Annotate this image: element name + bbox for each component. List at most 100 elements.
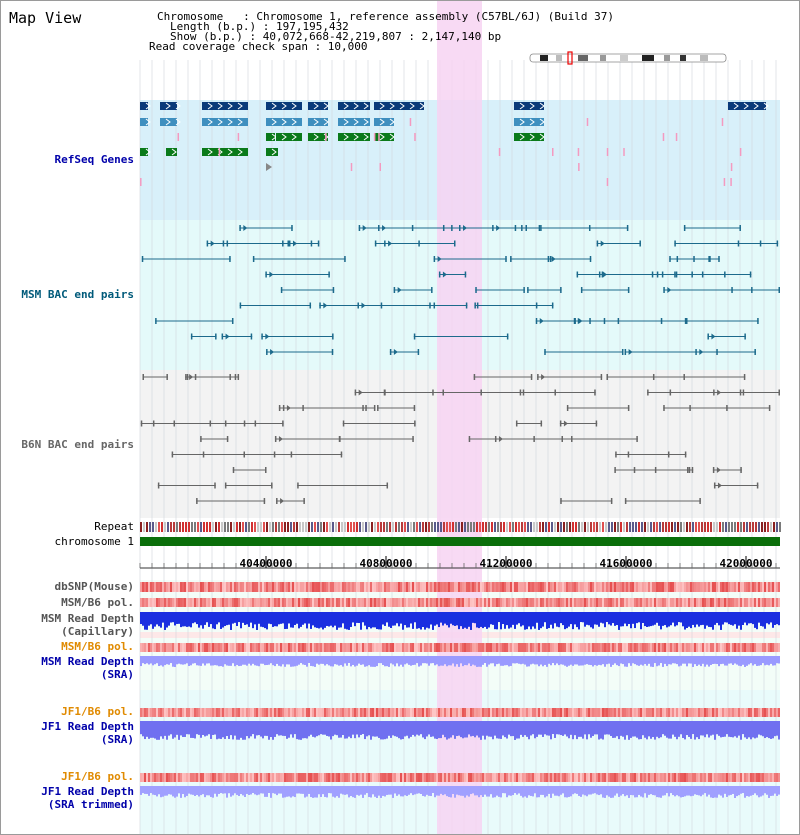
track-label-msm-depth-sra[interactable]: MSM Read Depth bbox=[41, 655, 134, 668]
jf1-depth-trimmed-bar bbox=[304, 786, 306, 798]
gene-tick bbox=[552, 148, 554, 156]
msm-depth-sra-bar bbox=[558, 656, 560, 666]
msm-depth-sra-bar bbox=[574, 656, 576, 665]
msm-depth-sra-bar bbox=[340, 656, 342, 666]
jf1-depth-sra-bar bbox=[400, 721, 402, 740]
jf1-depth-trimmed-bar bbox=[590, 786, 592, 795]
jf1-depth-sra-bar bbox=[778, 721, 780, 740]
msm-b6-pol-cell bbox=[544, 598, 546, 607]
repeat-element bbox=[743, 522, 745, 532]
jf1-b6-pol-cell bbox=[526, 708, 528, 717]
msm-b6-pol-sra-cell bbox=[594, 643, 596, 652]
dbsnp-cell bbox=[716, 582, 718, 592]
gene-strand-arrow bbox=[733, 102, 739, 110]
jf1-b6-pol-trim-cell bbox=[540, 773, 542, 782]
track-label-jf1-b6-pol[interactable]: JF1/B6 pol. bbox=[61, 705, 134, 718]
dbsnp-cell bbox=[412, 582, 414, 592]
jf1-depth-sra-bar bbox=[530, 721, 532, 736]
dbsnp-cell bbox=[768, 582, 770, 592]
jf1-depth-sra-bar bbox=[664, 721, 666, 736]
msm-depth-capillary-bar bbox=[420, 612, 422, 630]
jf1-b6-pol-cell bbox=[460, 708, 462, 717]
track-label-msm-b6-pol[interactable]: MSM/B6 pol. bbox=[61, 596, 134, 609]
dbsnp-cell bbox=[638, 582, 640, 592]
msm-depth-capillary-bar bbox=[734, 612, 736, 625]
msm-b6-pol-sra-cell bbox=[332, 643, 334, 652]
track-label-b6n-bac[interactable]: B6N BAC end pairs bbox=[21, 438, 134, 451]
msm-depth-capillary-bar bbox=[596, 612, 598, 625]
msm-b6-pol-sra-cell bbox=[550, 643, 552, 652]
msm-b6-pol-cell bbox=[718, 598, 720, 607]
msm-depth-capillary-bar bbox=[636, 612, 638, 624]
dbsnp-cell bbox=[418, 582, 420, 592]
msm-depth-capillary-bar bbox=[614, 612, 616, 626]
msm-b6-pol-cell bbox=[274, 598, 276, 607]
msm-b6-pol-cell bbox=[768, 598, 770, 607]
jf1-depth-sra-bar bbox=[276, 721, 278, 735]
jf1-b6-pol-trim-cell bbox=[748, 773, 750, 782]
msm-b6-pol-cell bbox=[694, 598, 696, 607]
dbsnp-cell bbox=[704, 582, 706, 592]
msm-b6-pol-sra-cell bbox=[528, 643, 530, 652]
jf1-depth-trimmed-bar bbox=[678, 786, 680, 797]
track-label-dbsnp[interactable]: dbSNP(Mouse) bbox=[54, 580, 134, 593]
msm-depth-capillary-bar bbox=[684, 612, 686, 630]
msm-depth-capillary-bar bbox=[388, 612, 390, 627]
msm-bac-pair-end bbox=[535, 318, 538, 324]
jf1-b6-pol-cell bbox=[732, 708, 734, 717]
jf1-depth-trimmed-bar bbox=[316, 786, 318, 798]
msm-depth-capillary-bar bbox=[556, 612, 558, 627]
jf1-depth-trimmed-bar bbox=[314, 786, 316, 798]
jf1-b6-pol-cell bbox=[320, 708, 322, 717]
msm-depth-capillary-bar bbox=[770, 612, 772, 623]
b6n-bac-pair-end bbox=[636, 436, 638, 442]
msm-depth-capillary-bar bbox=[340, 612, 342, 628]
track-label-msm-depth-capillary[interactable]: MSM Read Depth bbox=[41, 612, 134, 625]
jf1-b6-pol-trim-cell bbox=[314, 773, 316, 782]
dbsnp-cell bbox=[140, 582, 142, 592]
track-label-msm-bac[interactable]: MSM BAC end pairs bbox=[21, 288, 134, 301]
repeat-element bbox=[413, 522, 415, 532]
track-label-msm-b6-pol-2[interactable]: MSM/B6 pol. bbox=[61, 640, 134, 653]
msm-bac-pair-end bbox=[540, 225, 542, 231]
msm-depth-sra-bar bbox=[380, 656, 382, 664]
msm-b6-pol-cell bbox=[246, 598, 248, 607]
msm-b6-pol-cell bbox=[174, 598, 176, 607]
track-label-jf1-depth-trimmed[interactable]: JF1 Read Depth bbox=[41, 785, 134, 798]
jf1-b6-pol-cell bbox=[570, 708, 572, 717]
msm-depth-sra-bar bbox=[584, 656, 586, 665]
dbsnp-cell bbox=[184, 582, 186, 592]
msm-depth-sra-bar bbox=[736, 656, 738, 665]
msm-b6-pol-cell bbox=[240, 598, 242, 607]
jf1-depth-trimmed-bar bbox=[160, 786, 162, 798]
dbsnp-cell bbox=[310, 582, 312, 592]
jf1-depth-trimmed-bar bbox=[722, 786, 724, 798]
jf1-b6-pol-cell bbox=[324, 708, 326, 717]
track-label-msm-depth-capillary-sub: (Capillary) bbox=[61, 625, 134, 638]
msm-depth-sra-bar bbox=[320, 656, 322, 664]
msm-depth-sra-bar bbox=[152, 656, 154, 666]
track-label-jf1-b6-pol-2[interactable]: JF1/B6 pol. bbox=[61, 770, 134, 783]
msm-depth-sra-bar bbox=[292, 656, 294, 667]
msm-depth-capillary-bar bbox=[318, 612, 320, 629]
dbsnp-cell bbox=[212, 582, 214, 592]
jf1-b6-pol-trim-cell bbox=[750, 773, 752, 782]
msm-depth-capillary-bar bbox=[432, 612, 434, 630]
jf1-depth-trimmed-bar bbox=[756, 786, 758, 796]
jf1-b6-pol-cell bbox=[614, 708, 616, 717]
repeat-element bbox=[551, 522, 553, 532]
track-label-refseq[interactable]: RefSeq Genes bbox=[54, 153, 134, 166]
track-label-repeat[interactable]: Repeat bbox=[94, 520, 134, 533]
msm-b6-pol-sra-cell bbox=[354, 643, 356, 652]
jf1-b6-pol-cell bbox=[666, 708, 668, 717]
msm-b6-pol-sra-cell bbox=[646, 643, 648, 652]
jf1-depth-sra-bar bbox=[448, 721, 450, 739]
jf1-depth-trimmed-bar bbox=[696, 786, 698, 795]
track-label-jf1-depth-sra[interactable]: JF1 Read Depth bbox=[41, 720, 134, 733]
jf1-depth-sra-bar bbox=[640, 721, 642, 740]
msm-b6-pol-cell bbox=[304, 598, 306, 607]
dbsnp-cell bbox=[500, 582, 502, 592]
dbsnp-cell bbox=[448, 582, 450, 592]
dbsnp-cell bbox=[332, 582, 334, 592]
